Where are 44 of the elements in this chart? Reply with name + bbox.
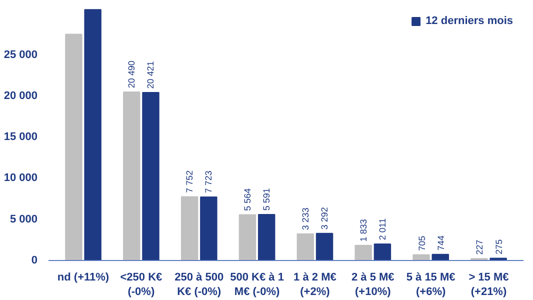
data-label: 227 (474, 240, 485, 255)
data-label: 20 421 (146, 61, 156, 89)
x-tick-label: 250 à 500 K€ (-0%) (174, 272, 224, 298)
x-tick-label: <250 K€ (-0%) (120, 272, 162, 298)
bar (200, 196, 218, 260)
data-label: 1 833 (358, 219, 368, 242)
x-tick-label: nd (+11%) (57, 272, 110, 284)
data-label: 7 752 (184, 170, 195, 193)
bar (354, 244, 372, 260)
bar (238, 214, 256, 260)
data-label: 275 (494, 239, 504, 254)
x-tick-label: 5 à 15 M€ (+6%) (406, 272, 456, 298)
data-label: 5 564 (242, 188, 252, 211)
x-tick-label: 500 K€ à 1 M€ (-0%) (230, 272, 284, 298)
data-label: 2 011 (377, 218, 388, 240)
data-label: 705 (416, 236, 427, 251)
bar (84, 9, 102, 260)
y-tick-label: 5 000 (10, 213, 38, 226)
data-label: 3 292 (320, 207, 330, 230)
bar (412, 254, 430, 260)
data-label: 744 (436, 236, 446, 251)
data-label: 7 723 (204, 170, 214, 194)
y-tick-label: 10 000 (4, 172, 38, 184)
bar (490, 258, 507, 260)
x-tick-label: 1 à 2 M€ (+2%) (294, 272, 336, 298)
bar (374, 243, 392, 260)
bar (316, 232, 334, 260)
bar (432, 254, 449, 260)
y-tick-label: 15 000 (4, 131, 38, 144)
x-tick-label: 2 à 5 M€ (+10%) (351, 272, 394, 298)
legend-label: 12 derniers mois (426, 15, 513, 27)
bar (142, 92, 160, 260)
bar (258, 214, 276, 260)
y-tick-label: 0 (31, 254, 38, 266)
y-tick-label: 25 000 (4, 48, 38, 61)
data-label: 20 490 (126, 60, 137, 88)
bar (123, 91, 140, 260)
bar (65, 34, 82, 260)
x-tick-label: > 15 M€ (+21%) (468, 272, 509, 298)
bar (296, 233, 314, 260)
data-label: 3 233 (300, 208, 310, 230)
data-label: 5 591 (262, 188, 272, 211)
y-tick-label: 20 000 (4, 90, 38, 102)
bar (180, 196, 198, 260)
